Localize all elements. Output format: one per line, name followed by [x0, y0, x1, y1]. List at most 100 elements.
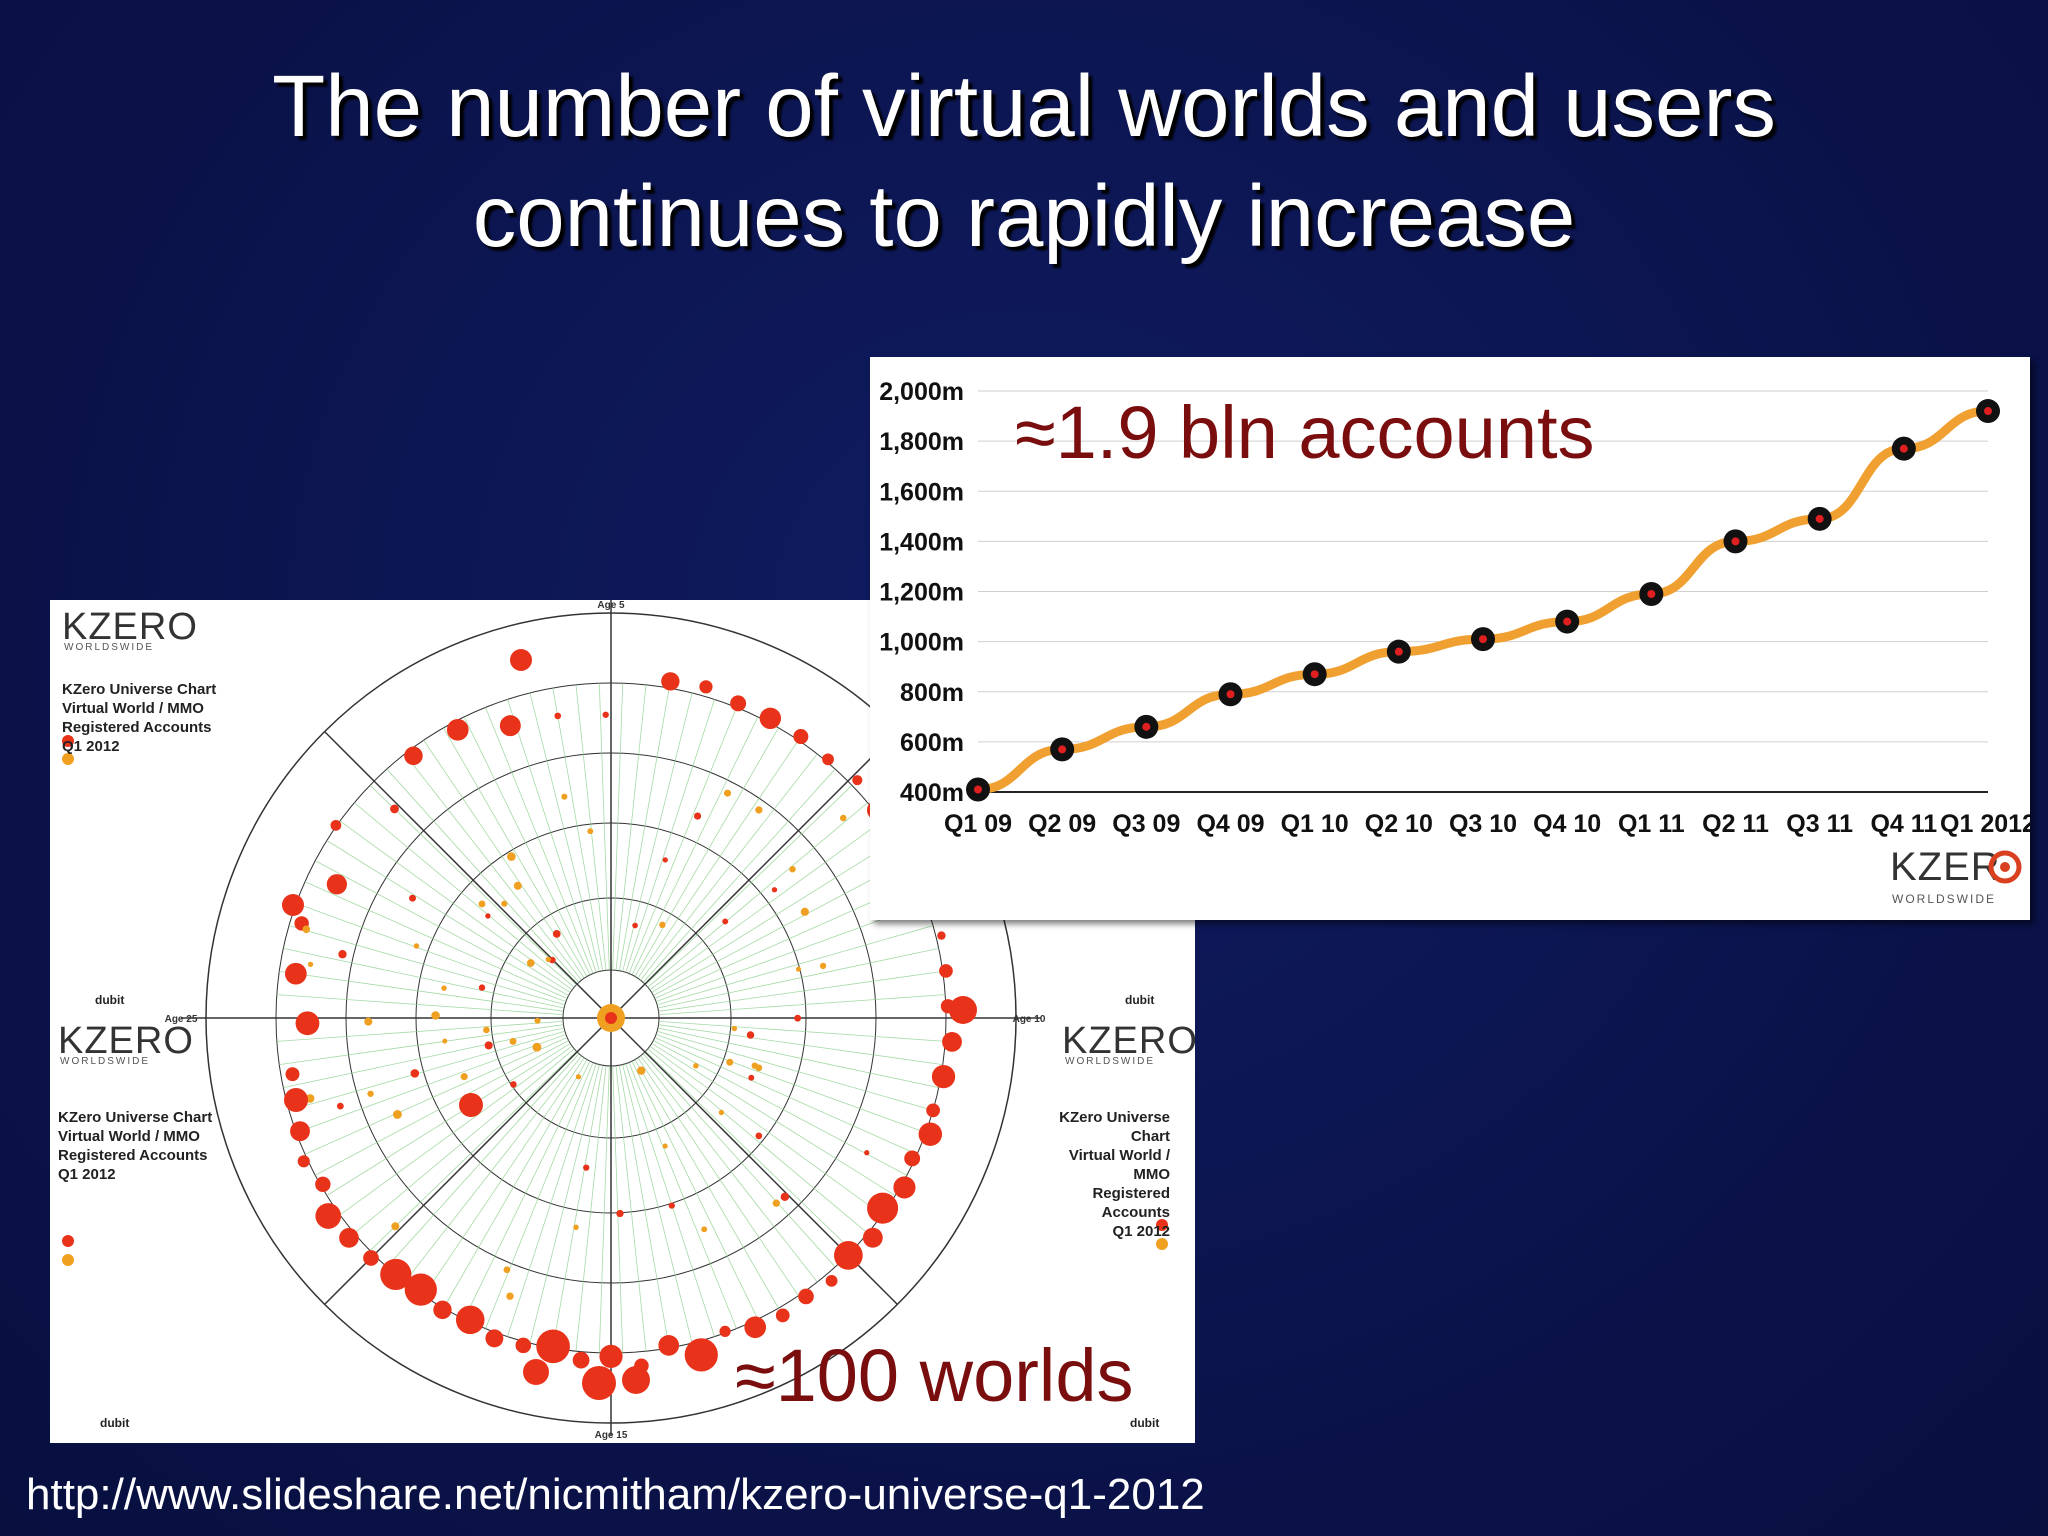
ray: [649, 1045, 883, 1216]
world-dot-small: [307, 961, 314, 968]
universe-description-right: KZero Universe Chart Virtual World / MMO…: [1059, 1109, 1170, 1240]
kzero-logo-dot: [2000, 862, 2010, 872]
world-dot: [599, 1344, 623, 1368]
world-dot-small: [616, 1209, 624, 1218]
ray: [485, 707, 594, 974]
ray: [552, 1065, 604, 1348]
ray: [485, 1062, 594, 1329]
kzero-logo-sub-right: WORLDSWIDE: [1065, 1056, 1155, 1067]
ray: [326, 840, 571, 993]
kzero-logo-sub-top-left: WORLDSWIDE: [64, 642, 154, 653]
world-dot: [295, 1011, 320, 1036]
world-dot-small: [442, 1038, 448, 1044]
universe-description-top-left: KZero Universe Chart Virtual World / MMO…: [62, 681, 217, 755]
world-dot-small: [532, 1042, 542, 1052]
world-dot: [572, 1351, 590, 1369]
y-tick-label: 1,600m: [879, 478, 964, 506]
data-point-center: [1984, 407, 1992, 416]
x-tick-label: Q3 10: [1449, 810, 1517, 838]
kzero-logo-chart: KZER: [1890, 845, 2001, 889]
world-dot-small: [662, 1143, 668, 1149]
data-point-center: [1731, 537, 1740, 546]
ray: [598, 683, 610, 971]
ray: [651, 840, 896, 993]
world-dot-small: [789, 865, 796, 873]
world-dot-small: [409, 894, 417, 902]
world-dot: [315, 1203, 342, 1229]
world-dot-small: [305, 1094, 315, 1103]
world-dot-small: [336, 1102, 344, 1110]
ray: [615, 1065, 647, 1352]
ray: [369, 785, 577, 985]
ray: [657, 947, 939, 1009]
ray: [618, 1065, 670, 1348]
world-dot: [326, 874, 348, 895]
ray: [529, 692, 600, 972]
ray: [640, 753, 818, 981]
title-line-2: continues to rapidly increase: [472, 168, 1576, 265]
world-dot-small: [718, 1109, 725, 1116]
ray: [612, 1065, 624, 1353]
world-dot-large: [582, 1366, 616, 1400]
world-dot: [380, 1258, 412, 1291]
ray: [622, 692, 693, 972]
world-dot: [363, 1250, 379, 1266]
ray: [386, 768, 580, 983]
ray: [658, 970, 943, 1012]
ray: [288, 1030, 565, 1111]
ray: [645, 1051, 853, 1251]
ray: [625, 1063, 715, 1337]
world-dot-small: [780, 1192, 790, 1202]
world-dot-small: [795, 966, 802, 972]
world-dot-large: [622, 1366, 650, 1394]
ray: [507, 699, 597, 973]
ray: [339, 1045, 573, 1216]
ray: [647, 802, 868, 988]
y-tick-label: 1,800m: [879, 428, 964, 456]
x-tick-label: Q3 09: [1112, 810, 1180, 838]
ray: [463, 716, 591, 976]
world-dot-small: [483, 1026, 490, 1034]
world-dot: [554, 712, 562, 720]
ray: [354, 1048, 575, 1234]
world-dot-small: [751, 1062, 758, 1069]
world-dot: [404, 1273, 437, 1306]
world-dot: [330, 819, 342, 831]
data-point-center: [1310, 670, 1319, 679]
world-dot: [661, 672, 680, 691]
x-tick-label: Q2 11: [1702, 810, 1769, 838]
world-dot-small: [632, 922, 638, 929]
world-dot: [446, 718, 469, 741]
ray: [507, 1063, 597, 1337]
x-tick-label: Q4 10: [1533, 810, 1601, 838]
ray: [423, 1057, 585, 1296]
world-dot-large: [949, 996, 977, 1024]
axis-diagonal: [324, 731, 612, 1019]
x-tick-label: Q4 09: [1196, 810, 1264, 838]
x-tick-label: Q3 11: [1786, 810, 1853, 838]
world-dot-small: [575, 1074, 582, 1080]
world-dot-small: [561, 793, 568, 800]
world-dot-small: [410, 1069, 420, 1078]
ray: [658, 994, 946, 1016]
data-point-center: [1226, 690, 1235, 699]
ray: [296, 903, 567, 1002]
world-dot-small: [800, 907, 809, 916]
ray: [657, 1030, 934, 1111]
world-dot: [822, 753, 834, 766]
legend-dot-orange: [62, 1254, 74, 1266]
world-dot: [404, 746, 423, 766]
world-dot-small: [367, 1090, 374, 1097]
world-dot-small: [794, 1014, 802, 1022]
x-tick-label: Q1 11: [1618, 810, 1685, 838]
world-dot-large: [284, 1088, 308, 1112]
world-dot-small: [748, 1074, 755, 1081]
dubit-sponsor-right: dubit: [1125, 993, 1155, 1007]
legend-dot-orange: [1156, 1238, 1168, 1250]
world-dot: [759, 707, 782, 730]
world-dot: [793, 729, 809, 745]
title-line-1: The number of virtual worlds and users: [272, 58, 1776, 155]
world-dot-large: [282, 894, 304, 916]
world-dot: [744, 1316, 767, 1339]
world-dot: [904, 1150, 921, 1167]
